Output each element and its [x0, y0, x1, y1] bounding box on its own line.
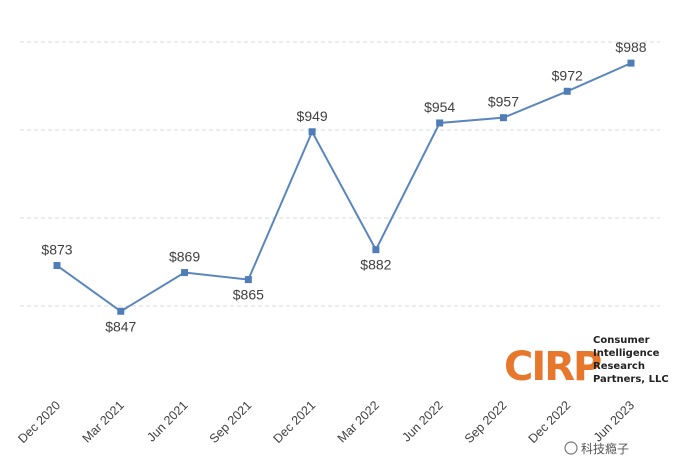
x-tick-label: Dec 2020 [15, 398, 63, 446]
series-line [56, 62, 632, 313]
data-point-marker [53, 262, 61, 270]
data-point-marker [181, 269, 189, 277]
logo-line-2: Intelligence [593, 348, 660, 359]
gridlines [20, 41, 660, 307]
data-label: $865 [233, 287, 264, 303]
x-tick-label: Jun 2022 [400, 398, 446, 444]
data-label: $988 [615, 39, 646, 55]
data-point-marker [436, 119, 444, 127]
logo-line-4: Partners, LLC [593, 374, 669, 385]
data-label: $954 [424, 99, 455, 115]
cirp-logo: CIRP Consumer Intelligence Research Part… [504, 335, 669, 390]
x-tick-label: Mar 2022 [335, 398, 382, 445]
data-labels: $873 $847 $869 $865 $949 $882 $954 $957 $972 $988 [41, 39, 646, 334]
data-point-marker [627, 59, 635, 67]
data-markers [53, 59, 635, 315]
x-tick-label: Mar 2021 [80, 398, 127, 445]
x-tick-label: Sep 2022 [462, 398, 510, 446]
watermark-icon [564, 441, 578, 455]
data-label: $882 [360, 257, 391, 273]
data-point-marker [563, 87, 571, 95]
data-label: $949 [297, 108, 328, 124]
data-point-marker [308, 128, 316, 136]
data-label: $972 [552, 67, 583, 83]
data-point-marker [117, 307, 125, 315]
data-point-marker [499, 114, 507, 122]
logo-mark: CIRP [504, 344, 601, 390]
data-label: $847 [105, 318, 136, 334]
x-tick-label: Jun 2021 [144, 398, 190, 444]
data-point-marker [372, 246, 380, 254]
logo-line-1: Consumer [593, 335, 650, 346]
watermark-text: 科技瘾子 [581, 441, 629, 456]
watermark: 科技瘾子 [564, 441, 629, 456]
x-axis-tick-labels: Dec 2020 Mar 2021 Jun 2021 Sep 2021 Dec 2021… [15, 398, 637, 446]
x-tick-label: Dec 2021 [270, 398, 318, 446]
x-tick-label: Dec 2022 [526, 398, 574, 446]
data-point-marker [244, 276, 252, 284]
data-label: $957 [488, 94, 519, 110]
data-label: $873 [41, 242, 72, 258]
data-label: $869 [169, 249, 200, 265]
x-tick-label: Jun 2023 [591, 398, 637, 444]
logo-line-3: Research [593, 361, 645, 372]
x-tick-label: Sep 2021 [207, 398, 255, 446]
